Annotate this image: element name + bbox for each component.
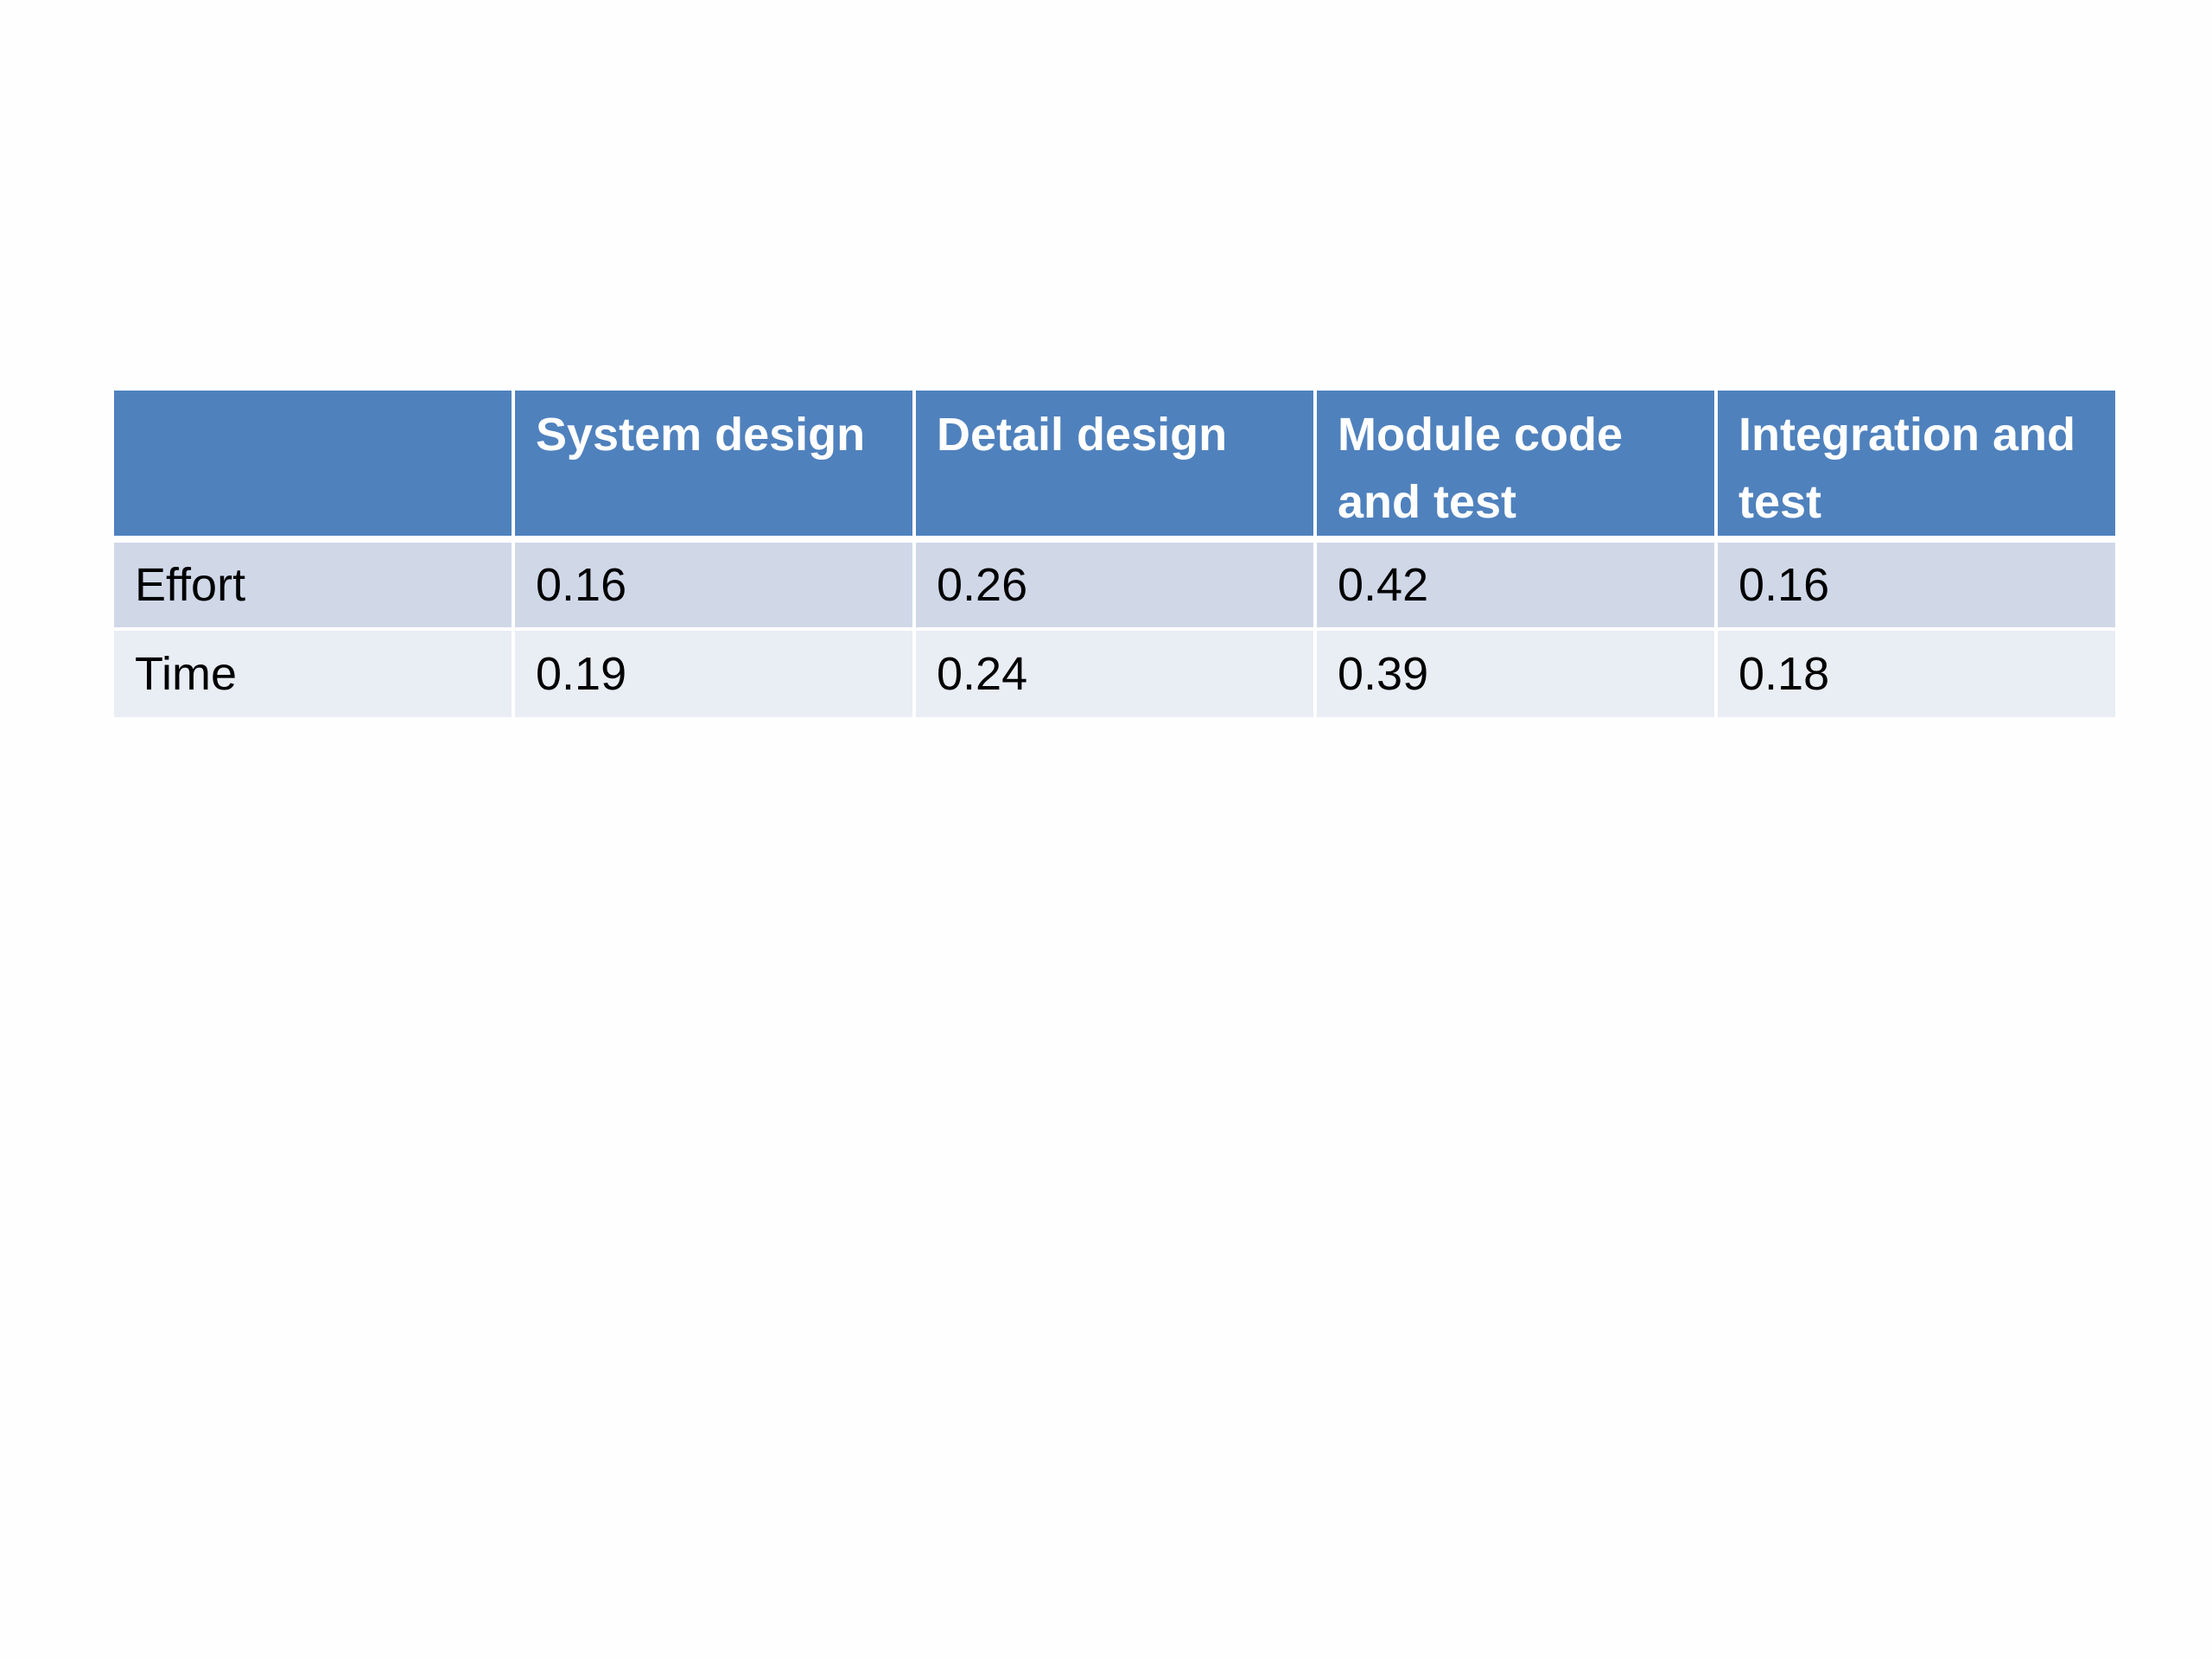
cell-time-integration-and-test: 0.18 xyxy=(1714,627,2119,721)
header-module-code-and-test: Module code and test xyxy=(1313,387,1718,543)
row-label-effort: Effort xyxy=(111,537,515,631)
table-row-effort: Effort 0.16 0.26 0.42 0.16 xyxy=(111,537,2119,631)
cell-effort-module-code-and-test: 0.42 xyxy=(1313,537,1718,631)
cell-effort-system-design: 0.16 xyxy=(512,537,916,631)
cell-time-module-code-and-test: 0.39 xyxy=(1313,627,1718,721)
header-system-design: System design xyxy=(512,387,916,543)
table-header-row: System design Detail design Module code … xyxy=(111,387,2119,543)
header-integration-and-test: Integration and test xyxy=(1714,387,2119,543)
cell-time-detail-design: 0.24 xyxy=(912,627,1317,721)
data-table: System design Detail design Module code … xyxy=(111,387,2119,721)
table-row-time: Time 0.19 0.24 0.39 0.18 xyxy=(111,627,2119,721)
header-detail-design: Detail design xyxy=(912,387,1317,543)
cell-time-system-design: 0.19 xyxy=(512,627,916,721)
row-label-time: Time xyxy=(111,627,515,721)
header-corner-cell xyxy=(111,387,515,543)
cell-effort-integration-and-test: 0.16 xyxy=(1714,537,2119,631)
cell-effort-detail-design: 0.26 xyxy=(912,537,1317,631)
